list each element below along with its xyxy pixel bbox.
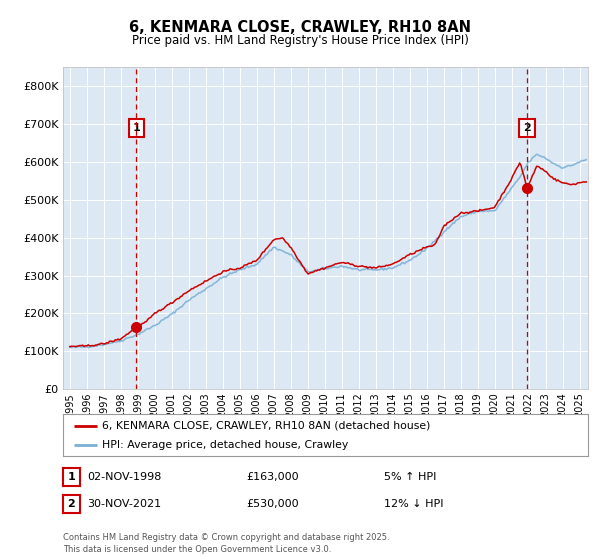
Text: 2: 2 bbox=[523, 123, 531, 133]
Text: Price paid vs. HM Land Registry's House Price Index (HPI): Price paid vs. HM Land Registry's House … bbox=[131, 34, 469, 46]
Text: 1: 1 bbox=[68, 472, 75, 482]
Text: £530,000: £530,000 bbox=[246, 499, 299, 509]
Text: £163,000: £163,000 bbox=[246, 472, 299, 482]
Text: 1: 1 bbox=[133, 123, 140, 133]
Text: 2: 2 bbox=[68, 499, 75, 509]
Text: HPI: Average price, detached house, Crawley: HPI: Average price, detached house, Craw… bbox=[103, 440, 349, 450]
Text: 12% ↓ HPI: 12% ↓ HPI bbox=[384, 499, 443, 509]
Text: Contains HM Land Registry data © Crown copyright and database right 2025.
This d: Contains HM Land Registry data © Crown c… bbox=[63, 533, 389, 554]
Text: 30-NOV-2021: 30-NOV-2021 bbox=[87, 499, 161, 509]
Text: 6, KENMARA CLOSE, CRAWLEY, RH10 8AN (detached house): 6, KENMARA CLOSE, CRAWLEY, RH10 8AN (det… bbox=[103, 421, 431, 431]
Text: 5% ↑ HPI: 5% ↑ HPI bbox=[384, 472, 436, 482]
Text: 02-NOV-1998: 02-NOV-1998 bbox=[87, 472, 161, 482]
Text: 6, KENMARA CLOSE, CRAWLEY, RH10 8AN: 6, KENMARA CLOSE, CRAWLEY, RH10 8AN bbox=[129, 20, 471, 35]
